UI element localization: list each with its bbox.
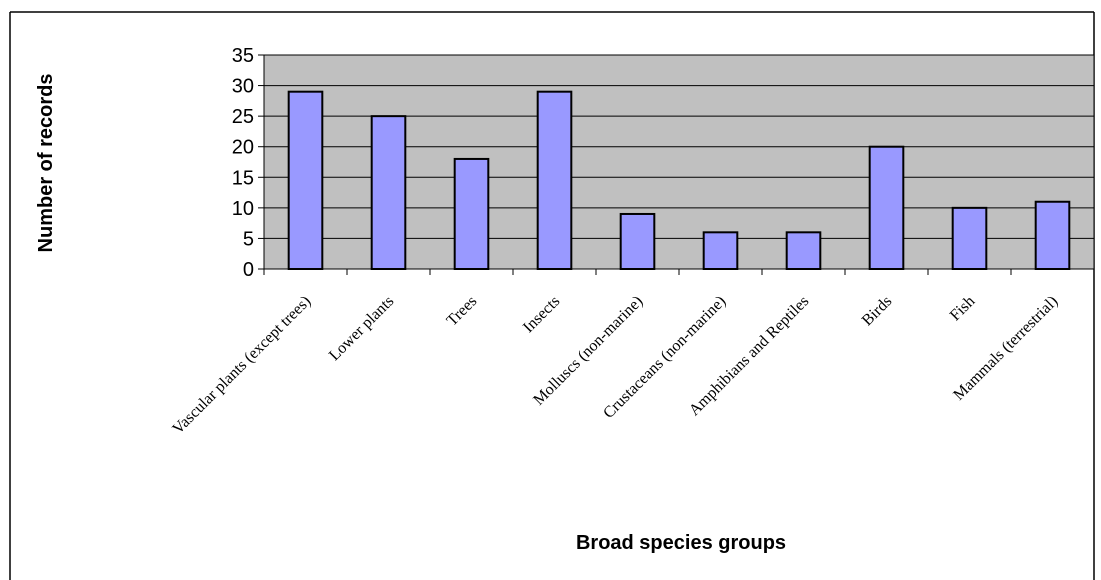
y-axis-label: Number of records	[35, 74, 57, 253]
y-tick-label: 5	[243, 228, 254, 250]
bar	[1034, 200, 1071, 270]
y-tick-label: 0	[243, 259, 254, 281]
bar	[785, 231, 822, 270]
bar	[536, 90, 573, 270]
y-tick-label: 35	[232, 45, 254, 67]
y-tick-label: 20	[232, 137, 254, 159]
x-tick-label: Insects	[520, 293, 563, 336]
x-tick-label: Birds	[859, 293, 896, 330]
bar	[287, 90, 324, 270]
y-tick-label: 30	[232, 76, 254, 98]
y-tick-label: 15	[232, 167, 254, 189]
bar	[702, 231, 739, 270]
y-tick-label: 10	[232, 198, 254, 220]
x-tick-label: Vascular plants (except trees)	[169, 293, 314, 438]
bar	[453, 157, 490, 270]
x-axis-label: Broad species groups	[576, 532, 786, 554]
bar	[619, 212, 656, 271]
x-tick-label: Trees	[444, 293, 481, 330]
bar	[868, 145, 905, 270]
bar	[951, 206, 988, 271]
y-axis-ticks: 0 5 10 15 20 25 30 35	[232, 45, 264, 281]
x-tick-label: Fish	[947, 293, 979, 325]
x-axis-ticks: Vascular plants (except trees) Lower plan…	[169, 269, 1095, 438]
y-tick-label: 25	[232, 106, 254, 128]
bar-series	[287, 90, 1071, 271]
x-tick-label: Lower plants	[326, 293, 397, 364]
bar	[370, 115, 407, 271]
